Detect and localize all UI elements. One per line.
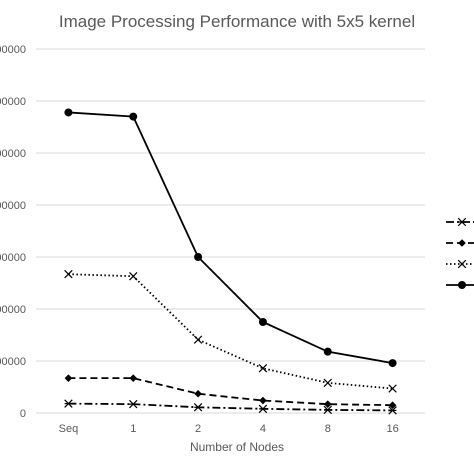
data-point xyxy=(323,400,332,408)
x-tick-label: 1 xyxy=(130,423,136,435)
data-point xyxy=(129,272,138,281)
marker-diamond xyxy=(458,239,466,247)
series-4 xyxy=(64,108,397,368)
x-axis-title: Number of Nodes xyxy=(190,440,284,454)
x-tick-label: Seq xyxy=(59,423,79,435)
y-tick-label: 0 xyxy=(20,408,26,420)
series-line xyxy=(68,377,393,407)
data-point xyxy=(64,374,73,382)
legend-entry xyxy=(446,239,474,247)
data-point xyxy=(129,399,138,409)
data-point xyxy=(129,374,138,382)
legend-marker xyxy=(457,217,467,227)
marker-stroke xyxy=(258,364,268,373)
marker-stroke xyxy=(129,272,138,281)
data-point xyxy=(388,384,397,393)
x-tick-label: 16 xyxy=(386,423,398,435)
y-axis-ticks: 000000000000000000000000000000000000 xyxy=(0,44,26,420)
marker-dot xyxy=(458,281,466,289)
marker-diamond xyxy=(259,396,267,405)
legend-marker xyxy=(458,239,466,247)
data-point xyxy=(323,347,332,356)
marker-stroke xyxy=(457,259,467,269)
data-point xyxy=(194,253,203,261)
data-point xyxy=(323,405,332,415)
chart-title: Image Processing Performance with 5x5 ke… xyxy=(59,12,415,31)
marker-dot xyxy=(129,112,138,121)
marker-stroke xyxy=(193,335,203,344)
legend-marker xyxy=(457,259,467,269)
x-tick-label: 8 xyxy=(325,423,331,435)
data-point xyxy=(388,359,397,368)
data-point xyxy=(323,378,332,388)
marker-dot xyxy=(194,253,203,261)
marker-stroke xyxy=(388,384,397,393)
marker-diamond xyxy=(323,400,332,408)
series-2 xyxy=(64,374,397,409)
legend-entry xyxy=(446,281,474,289)
x-tick-label: 4 xyxy=(260,423,266,435)
marker-stroke xyxy=(64,269,73,279)
gridlines xyxy=(36,48,425,414)
marker-diamond xyxy=(388,401,397,409)
data-point xyxy=(64,399,73,408)
data-point xyxy=(258,404,268,414)
legend-marker xyxy=(458,281,466,289)
series-line xyxy=(68,402,393,412)
marker-diamond xyxy=(194,389,202,398)
series-lines xyxy=(64,108,397,415)
data-point xyxy=(258,318,267,326)
legend-entry xyxy=(446,217,474,227)
x-tick-label: 2 xyxy=(195,423,201,435)
data-point xyxy=(64,108,73,117)
marker-dot xyxy=(388,359,397,368)
marker-dot xyxy=(258,318,267,326)
legend-entry xyxy=(446,259,474,269)
data-point xyxy=(388,406,397,415)
marker-dot xyxy=(64,108,73,117)
series-line xyxy=(68,273,393,390)
data-point xyxy=(129,112,138,121)
data-point xyxy=(259,396,267,405)
data-point xyxy=(194,389,202,398)
data-point xyxy=(258,364,268,373)
x-axis-ticks: Seq 1 2 4 8 16 xyxy=(59,423,399,435)
series-1 xyxy=(64,399,397,415)
marker-diamond xyxy=(64,374,73,382)
data-point xyxy=(193,335,203,344)
marker-dot xyxy=(323,347,332,356)
series-line xyxy=(68,111,393,364)
series-3 xyxy=(64,269,397,393)
data-point xyxy=(388,401,397,409)
legend xyxy=(446,217,474,289)
data-point xyxy=(64,269,73,279)
marker-diamond xyxy=(129,374,138,382)
marker-stroke xyxy=(323,378,332,388)
data-point xyxy=(193,403,203,412)
